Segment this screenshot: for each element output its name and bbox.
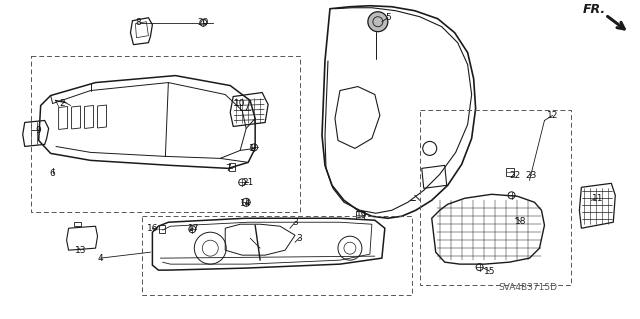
Text: 16: 16 — [147, 224, 158, 233]
Text: 15: 15 — [484, 267, 495, 276]
Text: 22: 22 — [509, 171, 520, 180]
Text: 17: 17 — [188, 224, 199, 233]
Circle shape — [368, 12, 388, 32]
Text: 14: 14 — [239, 199, 251, 208]
Text: 10: 10 — [234, 99, 246, 108]
Text: 23: 23 — [526, 171, 537, 180]
Text: 11: 11 — [591, 194, 603, 203]
Text: 19: 19 — [356, 211, 367, 220]
Text: 3: 3 — [296, 234, 302, 243]
Text: 18: 18 — [515, 217, 526, 226]
Text: 9: 9 — [36, 126, 42, 135]
Text: 7: 7 — [225, 164, 231, 173]
Text: 8: 8 — [136, 18, 141, 27]
Text: 21: 21 — [243, 178, 254, 187]
Text: 20: 20 — [198, 18, 209, 27]
Text: 6: 6 — [50, 169, 56, 178]
Text: 2: 2 — [60, 99, 65, 108]
Text: FR.: FR. — [582, 3, 605, 16]
Text: 1: 1 — [250, 144, 255, 153]
Text: 12: 12 — [547, 111, 558, 120]
Text: SVA4B3715D: SVA4B3715D — [498, 283, 557, 292]
Text: 13: 13 — [75, 246, 86, 255]
Text: 5: 5 — [385, 13, 390, 22]
Text: 3: 3 — [292, 218, 298, 227]
Text: 4: 4 — [98, 254, 103, 263]
